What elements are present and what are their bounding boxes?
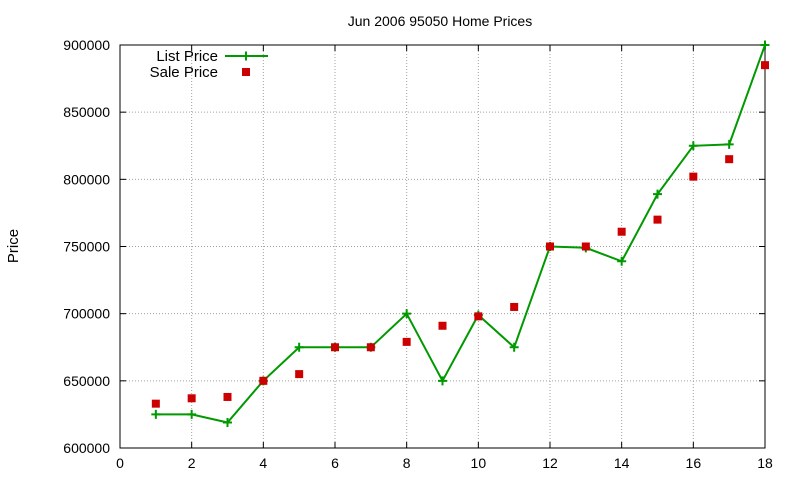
x-tick-label: 0 xyxy=(116,455,124,471)
list-price-point xyxy=(724,139,734,149)
x-tick-label: 16 xyxy=(686,455,702,471)
sale-price-point xyxy=(617,227,626,236)
x-tick-label: 12 xyxy=(542,455,558,471)
list-price-point xyxy=(294,342,304,352)
sale-price-point xyxy=(725,155,734,164)
legend-marker-list-price xyxy=(241,51,251,61)
y-tick-label: 850000 xyxy=(63,104,110,120)
sale-price-point xyxy=(295,370,304,379)
list-price-point xyxy=(151,409,161,419)
y-tick-label: 700000 xyxy=(63,306,110,322)
x-tick-label: 8 xyxy=(403,455,411,471)
sale-price-point xyxy=(546,242,554,251)
sale-price-point xyxy=(151,399,160,408)
tick-layer: 0 2 4 6 8 10 12 14 16 18 600000 650000 700000 750000 8… xyxy=(63,37,773,471)
sale-price-point xyxy=(402,337,411,346)
y-tick-label: 600000 xyxy=(63,440,110,456)
sale-price-point xyxy=(259,376,268,385)
x-tick-label: 2 xyxy=(188,455,196,471)
sale-price-point xyxy=(653,215,662,224)
series-layer xyxy=(151,40,770,427)
legend-label-sale-price: Sale Price xyxy=(150,64,218,81)
list-price-point xyxy=(223,417,232,427)
sale-price-point xyxy=(331,343,339,352)
sale-price-point xyxy=(510,302,519,311)
list-price-point xyxy=(617,256,627,266)
chart-title: Jun 2006 95050 Home Prices xyxy=(348,13,532,29)
sale-price-point xyxy=(438,321,447,330)
y-tick-label: 750000 xyxy=(63,239,110,255)
sale-price-point xyxy=(761,61,769,70)
legend: List Price Sale Price xyxy=(150,48,268,81)
list-price-point xyxy=(187,409,197,419)
legend-marker-sale-price xyxy=(242,68,250,76)
x-tick-label: 18 xyxy=(757,455,773,471)
sale-price-point xyxy=(474,312,483,321)
list-price-point xyxy=(760,40,770,50)
x-tick-label: 14 xyxy=(614,455,630,471)
sale-price-point xyxy=(223,392,232,401)
y-tick-label: 650000 xyxy=(63,373,110,389)
list-price-point xyxy=(438,376,447,386)
legend-label-list-price: List Price xyxy=(156,48,218,65)
list-price-point xyxy=(509,342,519,352)
y-tick-label: 900000 xyxy=(63,37,110,53)
y-axis-title: Price xyxy=(5,229,22,263)
y-tick-label: 800000 xyxy=(63,171,110,187)
x-tick-label: 10 xyxy=(471,455,487,471)
x-tick-label: 6 xyxy=(331,455,339,471)
series-line-list-price xyxy=(155,44,766,424)
sale-price-point xyxy=(187,394,196,403)
sale-price-point xyxy=(581,242,590,251)
sale-price-point xyxy=(689,172,698,181)
sale-price-point xyxy=(366,343,375,352)
list-price-point xyxy=(402,309,412,319)
x-tick-label: 4 xyxy=(259,455,267,471)
list-price-point xyxy=(653,189,662,199)
grid-layer xyxy=(120,45,765,448)
list-price-point xyxy=(688,141,698,151)
